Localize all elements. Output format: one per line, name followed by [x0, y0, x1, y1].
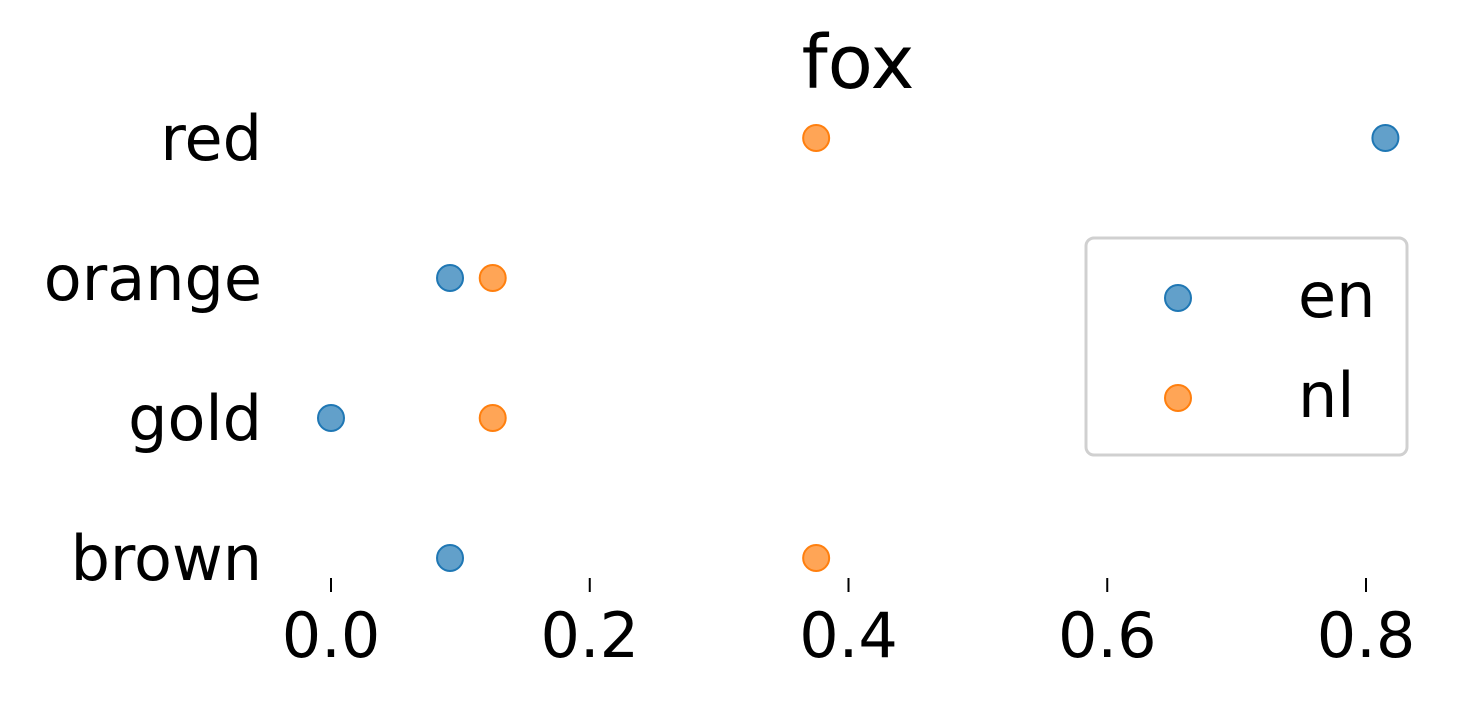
y-tick-label-gold: gold [128, 382, 262, 455]
x-tick-label: 0.4 [799, 599, 898, 672]
point-en-gold [317, 404, 345, 432]
y-tick-label-red: red [160, 102, 262, 175]
x-tick-label: 0.6 [1058, 599, 1157, 672]
legend-label-en: en [1298, 259, 1375, 332]
x-tick-label: 0.0 [282, 599, 381, 672]
point-en-brown [436, 544, 465, 572]
point-nl-orange [478, 264, 507, 292]
point-nl-red [802, 124, 831, 152]
x-axis: 0.0 0.2 0.4 0.6 0.8 [282, 578, 1416, 672]
x-tick-label: 0.8 [1317, 599, 1416, 672]
point-nl-gold [478, 404, 507, 432]
legend-marker-en [1164, 284, 1192, 312]
point-en-red [1371, 124, 1400, 152]
data-points [317, 124, 1400, 572]
y-tick-label-brown: brown [71, 522, 262, 595]
point-en-orange [436, 264, 465, 292]
y-tick-label-orange: orange [44, 242, 262, 315]
chart-title: fox [802, 20, 915, 106]
point-nl-brown [802, 544, 831, 572]
x-tick-label: 0.2 [540, 599, 639, 672]
legend-marker-nl [1164, 384, 1192, 412]
legend-label-nl: nl [1298, 359, 1355, 432]
legend: en nl [1084, 236, 1409, 457]
